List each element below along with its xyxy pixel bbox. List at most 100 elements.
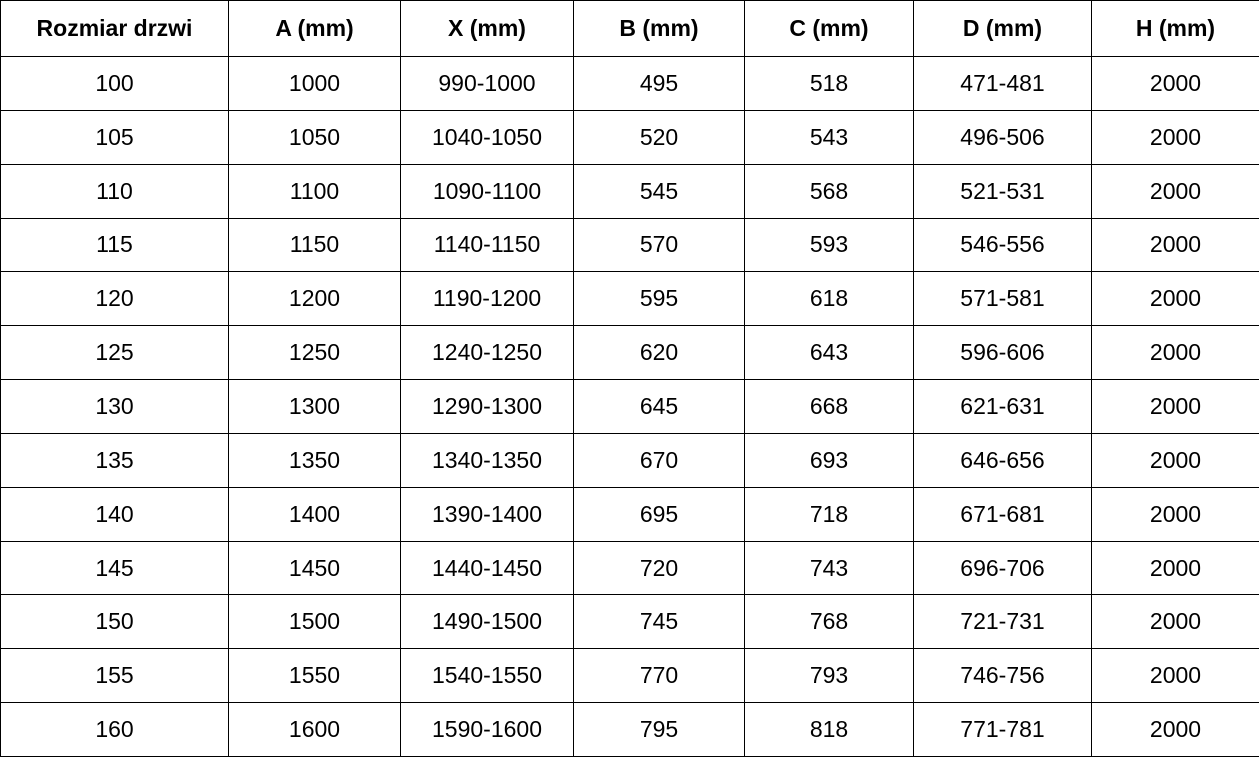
table-cell: 520	[573, 109, 745, 165]
table-row: 115 1150 1140-1150 570 593 546-556 2000	[0, 217, 1259, 273]
table-body: 100 1000 990-1000 495 518 471-481 2000 105 1050 1…	[0, 56, 1259, 757]
table-cell: 793	[744, 648, 914, 704]
table-cell: 150	[0, 594, 229, 650]
table-cell: 571-581	[913, 271, 1092, 327]
table-row: 135 1350 1340-1350 670 693 646-656 2000	[0, 432, 1259, 488]
table-cell: 471-481	[913, 56, 1092, 111]
table-cell: 1440-1450	[400, 540, 574, 596]
table-cell: 1450	[228, 540, 401, 596]
table-cell: 1300	[228, 379, 401, 434]
table-cell: 2000	[1091, 325, 1259, 381]
table-cell: 643	[744, 325, 914, 381]
table-cell: 795	[573, 702, 745, 757]
table-cell: 693	[744, 432, 914, 488]
column-header-a-mm: A (mm)	[228, 0, 401, 57]
table-cell: 140	[0, 486, 229, 542]
table-cell: 2000	[1091, 109, 1259, 165]
table-cell: 125	[0, 325, 229, 381]
table-cell: 1390-1400	[400, 486, 574, 542]
column-header-x-mm: X (mm)	[400, 0, 574, 57]
table-cell: 2000	[1091, 56, 1259, 111]
table-cell: 2000	[1091, 648, 1259, 704]
table-cell: 990-1000	[400, 56, 574, 111]
table-cell: 718	[744, 486, 914, 542]
table-cell: 521-531	[913, 163, 1092, 219]
table-cell: 1340-1350	[400, 432, 574, 488]
table-cell: 115	[0, 217, 229, 273]
table-cell: 618	[744, 271, 914, 327]
column-header-rozmiar-drzwi: Rozmiar drzwi	[0, 0, 229, 57]
table-cell: 2000	[1091, 379, 1259, 434]
table-cell: 745	[573, 594, 745, 650]
table-cell: 621-631	[913, 379, 1092, 434]
table-row: 105 1050 1040-1050 520 543 496-506 2000	[0, 109, 1259, 165]
table-cell: 1190-1200	[400, 271, 574, 327]
table-cell: 1350	[228, 432, 401, 488]
table-cell: 695	[573, 486, 745, 542]
table-cell: 668	[744, 379, 914, 434]
table-row: 155 1550 1540-1550 770 793 746-756 2000	[0, 648, 1259, 704]
table-cell: 746-756	[913, 648, 1092, 704]
table-cell: 1040-1050	[400, 109, 574, 165]
column-header-b-mm: B (mm)	[573, 0, 745, 57]
table-cell: 120	[0, 271, 229, 327]
table-cell: 768	[744, 594, 914, 650]
table-cell: 2000	[1091, 594, 1259, 650]
table-cell: 1090-1100	[400, 163, 574, 219]
table-cell: 100	[0, 56, 229, 111]
table-cell: 595	[573, 271, 745, 327]
table-cell: 1550	[228, 648, 401, 704]
table-cell: 770	[573, 648, 745, 704]
table-cell: 1100	[228, 163, 401, 219]
table-cell: 670	[573, 432, 745, 488]
table-cell: 1590-1600	[400, 702, 574, 757]
table-cell: 2000	[1091, 432, 1259, 488]
table-row: 100 1000 990-1000 495 518 471-481 2000	[0, 56, 1259, 111]
table-cell: 545	[573, 163, 745, 219]
table-cell: 1290-1300	[400, 379, 574, 434]
table-cell: 2000	[1091, 540, 1259, 596]
table-cell: 1000	[228, 56, 401, 111]
table-cell: 1250	[228, 325, 401, 381]
table-cell: 145	[0, 540, 229, 596]
table-cell: 130	[0, 379, 229, 434]
table-cell: 2000	[1091, 702, 1259, 757]
table-row: 160 1600 1590-1600 795 818 771-781 2000	[0, 702, 1259, 757]
table-cell: 155	[0, 648, 229, 704]
table-cell: 1150	[228, 217, 401, 273]
table-cell: 721-731	[913, 594, 1092, 650]
table-row: 120 1200 1190-1200 595 618 571-581 2000	[0, 271, 1259, 327]
table-row: 125 1250 1240-1250 620 643 596-606 2000	[0, 325, 1259, 381]
table-cell: 771-781	[913, 702, 1092, 757]
table-cell: 496-506	[913, 109, 1092, 165]
table-cell: 743	[744, 540, 914, 596]
table-cell: 596-606	[913, 325, 1092, 381]
table-cell: 720	[573, 540, 745, 596]
table-cell: 1540-1550	[400, 648, 574, 704]
table-cell: 518	[744, 56, 914, 111]
column-header-h-mm: H (mm)	[1091, 0, 1259, 57]
table-row: 150 1500 1490-1500 745 768 721-731 2000	[0, 594, 1259, 650]
table-cell: 696-706	[913, 540, 1092, 596]
table-cell: 135	[0, 432, 229, 488]
table-cell: 2000	[1091, 163, 1259, 219]
table-cell: 1200	[228, 271, 401, 327]
table-cell: 1500	[228, 594, 401, 650]
table-cell: 1600	[228, 702, 401, 757]
table-row: 130 1300 1290-1300 645 668 621-631 2000	[0, 379, 1259, 434]
table-cell: 818	[744, 702, 914, 757]
table-cell: 2000	[1091, 271, 1259, 327]
table-cell: 543	[744, 109, 914, 165]
table-row: 145 1450 1440-1450 720 743 696-706 2000	[0, 540, 1259, 596]
table-cell: 1240-1250	[400, 325, 574, 381]
table-cell: 646-656	[913, 432, 1092, 488]
table-header: Rozmiar drzwi A (mm) X (mm) B (mm) C (mm…	[0, 0, 1259, 57]
header-row: Rozmiar drzwi A (mm) X (mm) B (mm) C (mm…	[0, 0, 1259, 57]
table-cell: 1490-1500	[400, 594, 574, 650]
table-row: 110 1100 1090-1100 545 568 521-531 2000	[0, 163, 1259, 219]
table-cell: 570	[573, 217, 745, 273]
table-cell: 2000	[1091, 486, 1259, 542]
table-cell: 160	[0, 702, 229, 757]
table-cell: 1050	[228, 109, 401, 165]
